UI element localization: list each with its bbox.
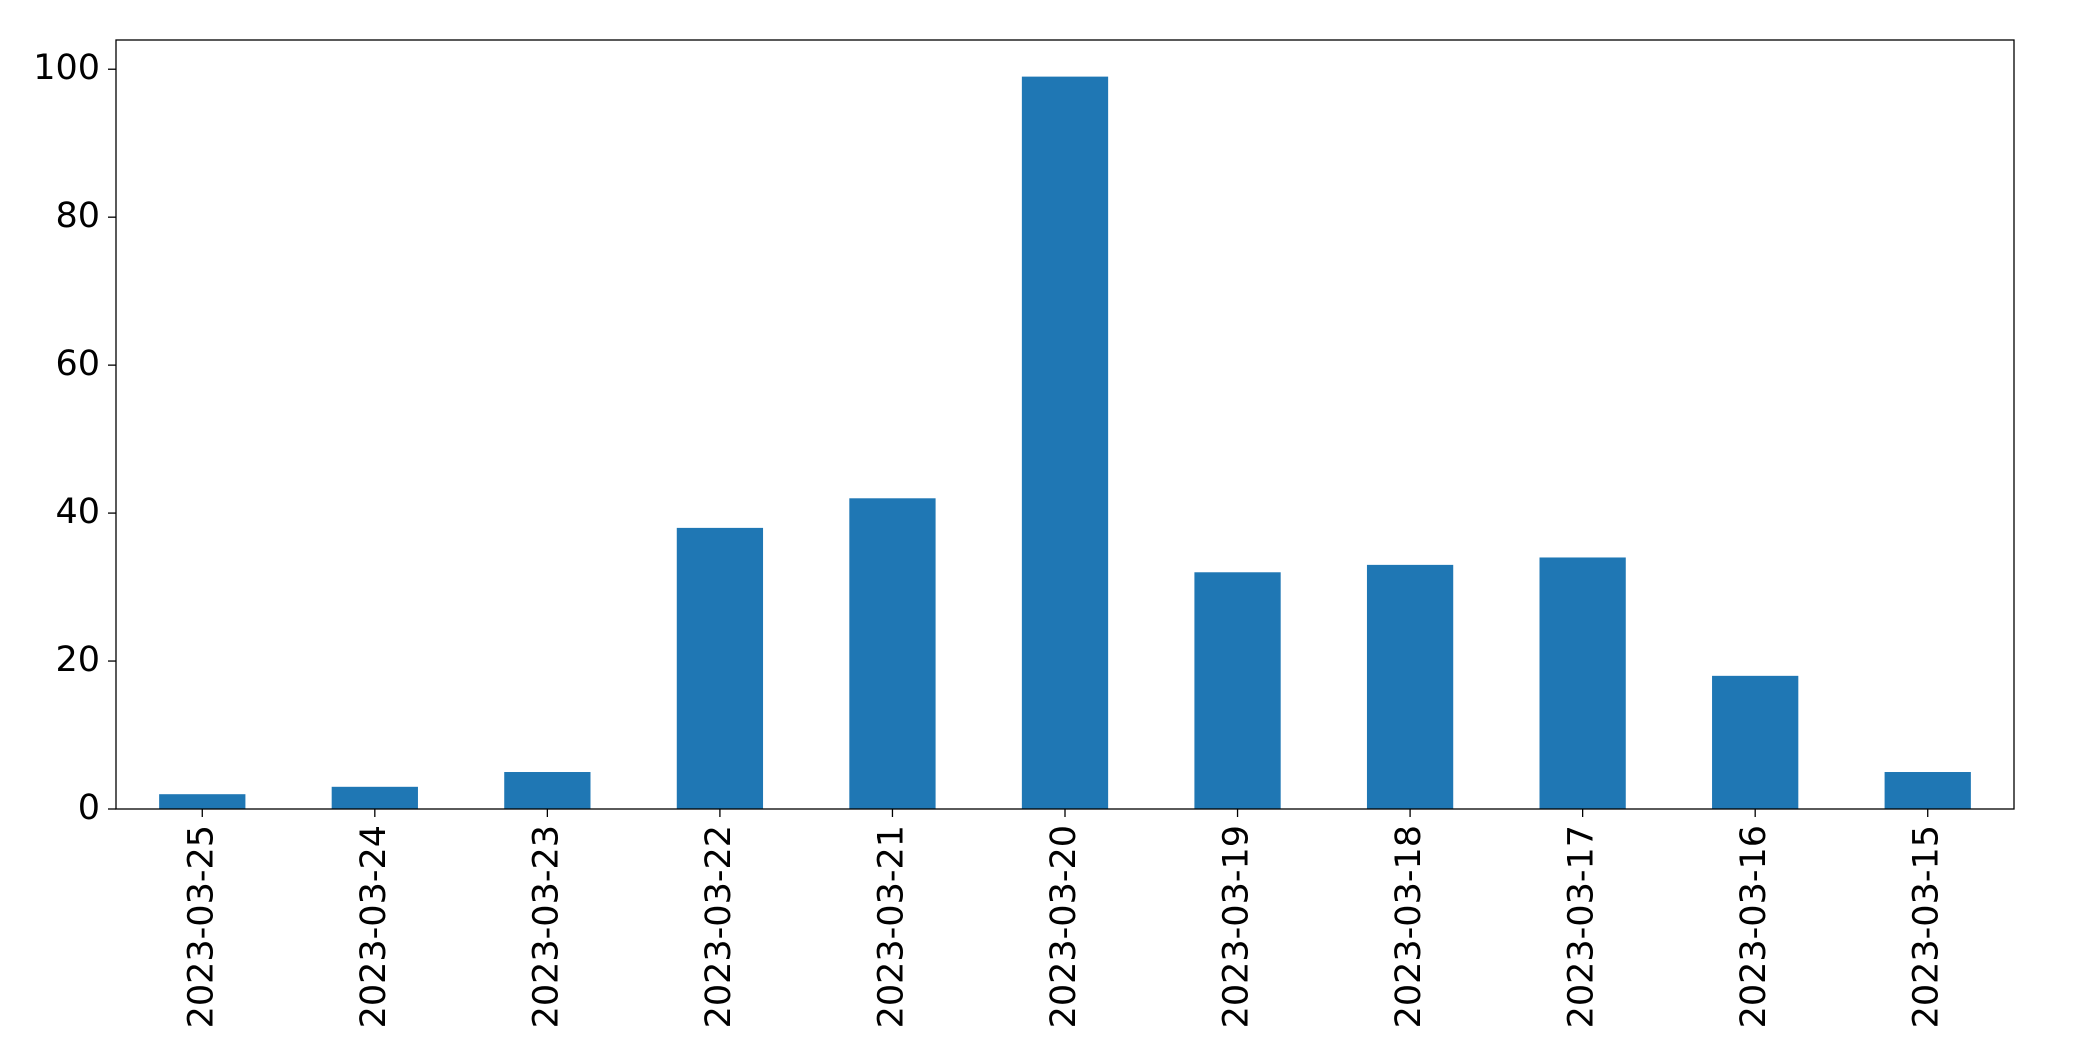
x-tick-label: 2023-03-24 bbox=[354, 825, 394, 1028]
axes-frame bbox=[115, 39, 2015, 810]
x-tick-label: 2023-03-19 bbox=[1217, 825, 1257, 1028]
bar bbox=[159, 794, 246, 809]
bar bbox=[1884, 772, 1971, 809]
x-tick-label: 2023-03-20 bbox=[1044, 825, 1084, 1028]
bar bbox=[1539, 557, 1626, 809]
bar bbox=[1021, 76, 1109, 810]
bar bbox=[331, 786, 418, 809]
y-tick-label: 0 bbox=[78, 788, 100, 828]
y-tick-label: 100 bbox=[33, 48, 100, 88]
x-tick-label: 2023-03-21 bbox=[871, 825, 911, 1028]
bar bbox=[1194, 572, 1281, 809]
x-tick-label: 2023-03-25 bbox=[181, 825, 221, 1028]
x-tick-label: 2023-03-18 bbox=[1389, 825, 1429, 1028]
x-tick-label: 2023-03-22 bbox=[699, 825, 739, 1028]
bar bbox=[504, 772, 591, 809]
x-tick-label: 2023-03-17 bbox=[1562, 825, 1602, 1028]
y-tick-label: 40 bbox=[55, 492, 100, 532]
y-tick-label: 80 bbox=[55, 196, 100, 236]
bar bbox=[1366, 564, 1454, 809]
bar bbox=[676, 527, 764, 809]
x-tick-label: 2023-03-15 bbox=[1907, 825, 1947, 1028]
x-tick-label: 2023-03-23 bbox=[526, 825, 566, 1028]
bar bbox=[1712, 675, 1799, 809]
bar bbox=[849, 498, 936, 809]
y-tick-label: 20 bbox=[55, 640, 100, 680]
y-tick-label: 60 bbox=[55, 344, 100, 384]
x-tick-label: 2023-03-16 bbox=[1734, 825, 1774, 1028]
